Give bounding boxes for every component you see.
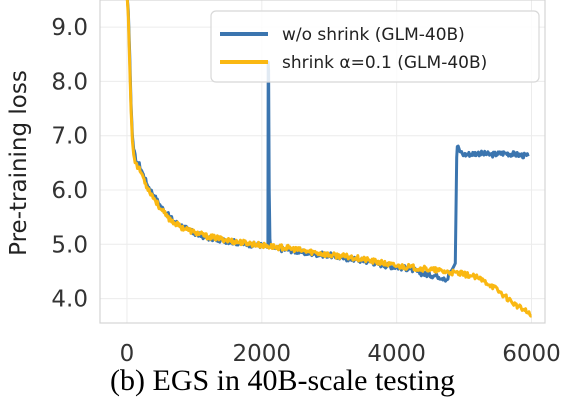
legend-label-shrink: shrink α=0.1 (GLM-40B) bbox=[282, 53, 487, 73]
x-tick-label: 0 bbox=[120, 341, 135, 367]
series-layer bbox=[125, 0, 533, 318]
x-axis-ticks: 0 2000 4000 6000 bbox=[120, 341, 561, 367]
y-tick-label: 6.0 bbox=[51, 178, 88, 204]
y-tick-label: 9.0 bbox=[51, 15, 88, 41]
plot-frame bbox=[99, 0, 546, 324]
x-tick-label: 6000 bbox=[502, 341, 561, 367]
legend: w/o shrink (GLM-40B) shrink α=0.1 (GLM-4… bbox=[210, 10, 540, 83]
y-tick-label: 4.0 bbox=[51, 287, 88, 313]
series-line-shrink bbox=[125, 0, 533, 318]
y-tick-label: 7.0 bbox=[51, 124, 88, 150]
x-tick-label: 2000 bbox=[233, 341, 292, 367]
y-axis-title: Pre-training loss bbox=[6, 70, 32, 256]
x-tick-label: 4000 bbox=[367, 341, 426, 367]
y-tick-label: 5.0 bbox=[51, 232, 88, 258]
y-axis-ticks: 4.0 5.0 6.0 7.0 8.0 9.0 bbox=[51, 15, 88, 312]
legend-box bbox=[210, 10, 540, 83]
figure-caption: (b) EGS in 40B-scale testing bbox=[110, 364, 455, 397]
y-tick-label: 8.0 bbox=[51, 69, 88, 95]
legend-label-wo-shrink: w/o shrink (GLM-40B) bbox=[282, 25, 465, 45]
